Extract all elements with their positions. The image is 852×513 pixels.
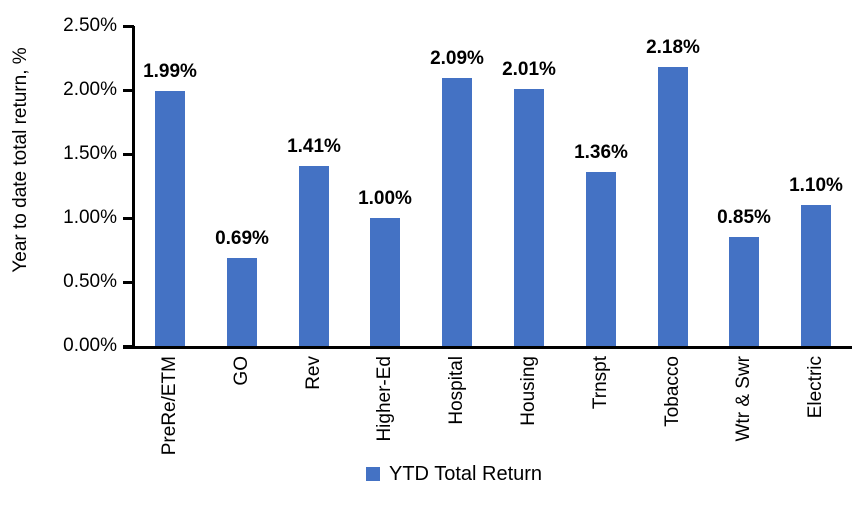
y-tick-label: 2.00% — [63, 79, 117, 100]
y-tick-label: 0.50% — [63, 271, 117, 292]
bar-electric — [801, 205, 831, 346]
bar-value-label: 0.69% — [215, 228, 269, 249]
y-tick-mark — [123, 25, 134, 28]
x-category-label: Hospital — [446, 356, 467, 425]
x-axis-line — [123, 346, 852, 349]
bar-value-label: 0.85% — [717, 207, 771, 228]
y-axis-line — [132, 26, 135, 349]
bar-value-label: 2.18% — [646, 37, 700, 58]
bar-go — [227, 258, 257, 346]
legend-swatch-icon — [366, 467, 380, 481]
y-tick-mark — [123, 345, 134, 348]
legend-label: YTD Total Return — [389, 463, 543, 485]
y-tick-label: 1.00% — [63, 207, 117, 228]
y-axis-title: Year to date total return, % — [10, 47, 31, 273]
x-category-label: Electric — [805, 356, 826, 419]
bar-value-label: 1.00% — [358, 188, 412, 209]
y-tick-mark — [123, 89, 134, 92]
bar-value-label: 1.10% — [789, 175, 843, 196]
bar-prere-etm — [155, 91, 185, 346]
x-category-label: PreRe/ETM — [159, 356, 180, 456]
x-category-label: Trnspt — [590, 356, 611, 410]
x-category-label: Rev — [303, 356, 324, 390]
x-category-label: Housing — [518, 356, 539, 426]
y-tick-mark — [123, 281, 134, 284]
bar-value-label: 2.01% — [502, 59, 556, 80]
bar-value-label: 1.41% — [287, 136, 341, 157]
y-tick-label: 2.50% — [63, 15, 117, 36]
bar-value-label: 1.99% — [143, 61, 197, 82]
y-tick-label: 0.00% — [63, 335, 117, 356]
legend: YTD Total Return — [366, 462, 542, 486]
x-category-label: Higher-Ed — [374, 356, 395, 442]
bar-higher-ed — [370, 218, 400, 346]
bar-value-label: 2.09% — [430, 48, 484, 69]
x-category-label: GO — [231, 356, 252, 386]
bar-rev — [299, 166, 329, 346]
y-tick-label: 1.50% — [63, 143, 117, 164]
x-category-label: Wtr & Swr — [733, 356, 754, 442]
x-category-label: Tobacco — [662, 356, 683, 427]
bar-wtr-swr — [729, 237, 759, 346]
bar-tobacco — [658, 67, 688, 346]
bar-hospital — [442, 78, 472, 346]
bar-trnspt — [586, 172, 616, 346]
y-tick-mark — [123, 153, 134, 156]
bar-value-label: 1.36% — [574, 142, 628, 163]
y-tick-mark — [123, 217, 134, 220]
bar-housing — [514, 89, 544, 346]
